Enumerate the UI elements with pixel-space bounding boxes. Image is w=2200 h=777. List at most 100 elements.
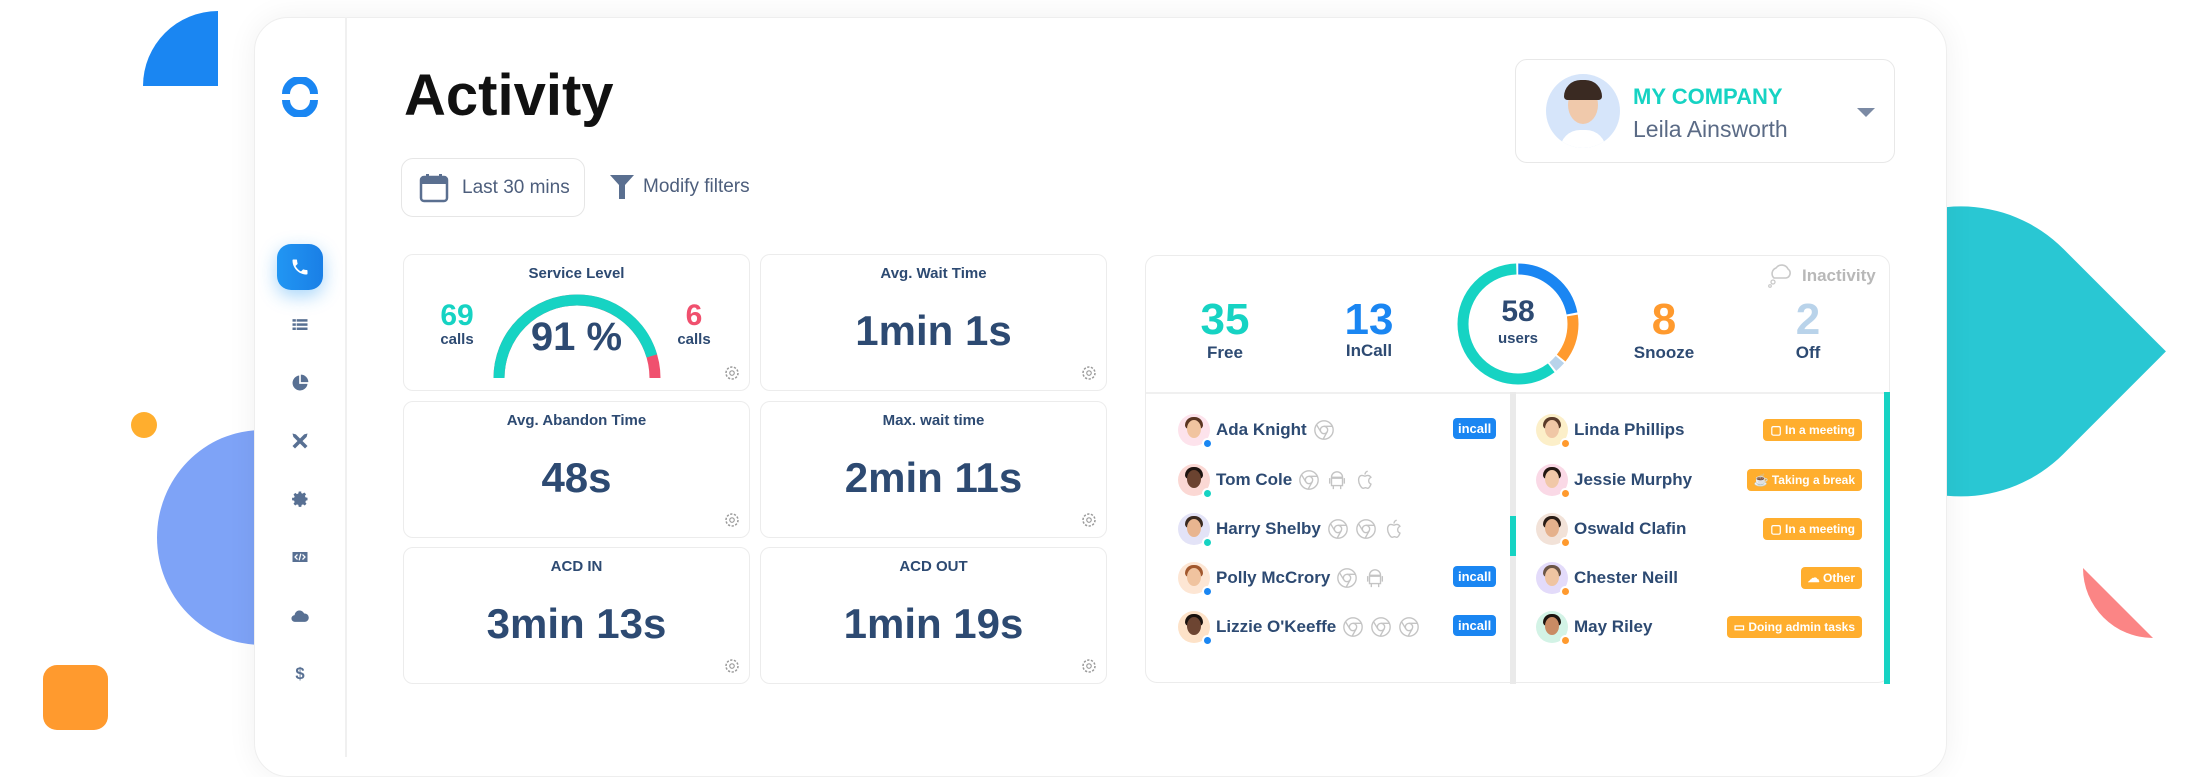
badge-label: Doing admin tasks xyxy=(1748,620,1855,634)
chrome-icon xyxy=(1356,519,1376,539)
service-level-card: Service Level 91 % 69 calls 6 calls xyxy=(403,254,750,391)
avg-wait-time-card: Avg. Wait Time 1min 1s xyxy=(760,254,1107,391)
inactive-agent-row[interactable]: Linda Phillips xyxy=(1536,412,1685,449)
chrome-icon xyxy=(1343,617,1364,637)
status-dot xyxy=(1560,586,1571,597)
modify-filters-button[interactable]: Modify filters xyxy=(609,173,750,201)
chrome-icon xyxy=(1328,519,1348,539)
cloud-icon: ☁ xyxy=(1807,571,1823,585)
agent-name: Oswald Clafin xyxy=(1574,519,1687,538)
users-panel: 35 Free 13 InCall 58 users 8 Snooze 2 Of… xyxy=(1145,255,1890,684)
agent-name: Linda Phillips xyxy=(1574,420,1685,439)
agent-name: Tom Cole xyxy=(1216,470,1293,489)
card-value: 1min 1s xyxy=(855,307,1012,354)
incall-badge: incall xyxy=(1453,615,1497,636)
phone-icon xyxy=(292,259,308,275)
inactivity-label: Inactivity xyxy=(1802,266,1876,285)
profile-switcher[interactable]: MY COMPANY Leila Ainsworth xyxy=(1515,59,1895,163)
scrollbar-thumb[interactable] xyxy=(1510,516,1516,556)
active-agent-row[interactable]: Polly McCrory xyxy=(1178,560,1386,597)
sidebar-item-developer[interactable] xyxy=(277,534,323,580)
card-title: Max. wait time xyxy=(882,412,985,429)
active-agent-row[interactable]: Harry Shelby xyxy=(1178,511,1405,548)
inactivity-reason-badge: ☁ Other xyxy=(1800,567,1862,589)
sidebar-item-cloud[interactable] xyxy=(277,593,323,639)
free-count: 35 xyxy=(1200,295,1250,344)
sidebar-item-tools[interactable] xyxy=(277,418,323,464)
status-dot xyxy=(1560,438,1571,449)
inactive-agent-row[interactable]: May Riley xyxy=(1536,609,1653,646)
status-dot xyxy=(1202,635,1213,646)
inactive-agent-row[interactable]: Chester Neill xyxy=(1536,560,1678,597)
incall-badge: incall xyxy=(1453,418,1497,439)
card-title: ACD OUT xyxy=(899,558,968,575)
sidebar-item-billing[interactable]: $ xyxy=(277,650,323,696)
active-agent-row[interactable]: Ada Knight xyxy=(1178,412,1335,449)
badge-label: In a meeting xyxy=(1784,522,1855,536)
acd-out-card: ACD OUT 1min 19s xyxy=(760,547,1107,684)
agent-name: May Riley xyxy=(1574,617,1653,636)
badge-label: Other xyxy=(1822,571,1855,585)
modify-filters-label: Modify filters xyxy=(643,176,750,197)
badge-label: Taking a break xyxy=(1771,473,1855,487)
decor-blue-quarter xyxy=(143,11,218,86)
donut-segment-snooze xyxy=(1457,263,1579,385)
service-level-value: 91 % xyxy=(530,315,623,359)
active-agent-row[interactable]: Lizzie O'Keeffe xyxy=(1178,609,1420,646)
answered-label: calls xyxy=(440,331,474,348)
inactive-agent-row[interactable]: Jessie Murphy xyxy=(1536,462,1693,499)
card-value: 1min 19s xyxy=(843,600,1024,647)
gear-icon[interactable] xyxy=(1080,657,1098,675)
android-icon xyxy=(1367,569,1384,588)
apple-icon xyxy=(1386,519,1401,538)
gear-icon[interactable] xyxy=(1080,511,1098,529)
chrome-icon xyxy=(1371,617,1392,637)
total-users-label: users xyxy=(1497,330,1539,347)
gear-icon[interactable] xyxy=(723,511,741,529)
avatar xyxy=(1536,562,1571,597)
status-dot xyxy=(1560,635,1571,646)
service-level-gauge xyxy=(493,294,661,379)
sidebar-item-calls[interactable] xyxy=(277,244,323,290)
status-dot xyxy=(1202,586,1213,597)
inactive-agent-row[interactable]: Oswald Clafin xyxy=(1536,511,1687,548)
sidebar-item-settings[interactable] xyxy=(277,476,323,522)
off-label: Off xyxy=(1795,343,1821,362)
coffee-icon: ☕ xyxy=(1753,473,1772,487)
inactivity-reason-badge: ▢ In a meeting xyxy=(1763,419,1862,441)
gear-icon[interactable] xyxy=(1080,364,1098,382)
agent-name: Harry Shelby xyxy=(1216,519,1321,538)
gear-icon[interactable] xyxy=(723,657,741,675)
avg-abandon-time-card: Avg. Abandon Time 48s xyxy=(403,401,750,538)
agent-name: Jessie Murphy xyxy=(1574,470,1693,489)
donut-segment-free xyxy=(1457,263,1579,385)
cloud-icon xyxy=(291,610,309,622)
answered-calls: 69 calls xyxy=(432,301,482,349)
status-dot xyxy=(1202,438,1213,449)
inactivity-reason-badge: ▢ In a meeting xyxy=(1763,518,1862,540)
avatar xyxy=(1178,464,1213,499)
sidebar-item-reports[interactable] xyxy=(277,360,323,406)
inactivity-toggle[interactable]: Inactivity xyxy=(1768,264,1876,288)
status-dot xyxy=(1202,537,1213,548)
page-title: Activity xyxy=(404,63,614,128)
avatar xyxy=(1536,464,1571,499)
date-range-label: Last 30 mins xyxy=(462,176,570,198)
calendar-icon xyxy=(419,173,449,202)
acd-in-card: ACD IN 3min 13s xyxy=(403,547,750,684)
missed-label: calls xyxy=(677,331,711,348)
free-label: Free xyxy=(1207,343,1243,362)
code-icon xyxy=(292,552,308,562)
scrollbar[interactable] xyxy=(1510,392,1516,684)
max-wait-time-card: Max. wait time 2min 11s xyxy=(760,401,1107,538)
sidebar-item-list[interactable] xyxy=(277,302,323,348)
company-name: MY COMPANY xyxy=(1633,84,1783,109)
gear-icon[interactable] xyxy=(723,364,741,382)
date-range-button[interactable]: Last 30 mins xyxy=(401,158,585,217)
card-title: Avg. Wait Time xyxy=(880,265,987,282)
active-agent-row[interactable]: Tom Cole xyxy=(1178,462,1376,499)
card-title: Service Level xyxy=(528,265,625,282)
chevron-down-icon[interactable] xyxy=(1857,108,1875,117)
agent-name: Ada Knight xyxy=(1216,420,1307,439)
sidebar xyxy=(254,17,347,757)
